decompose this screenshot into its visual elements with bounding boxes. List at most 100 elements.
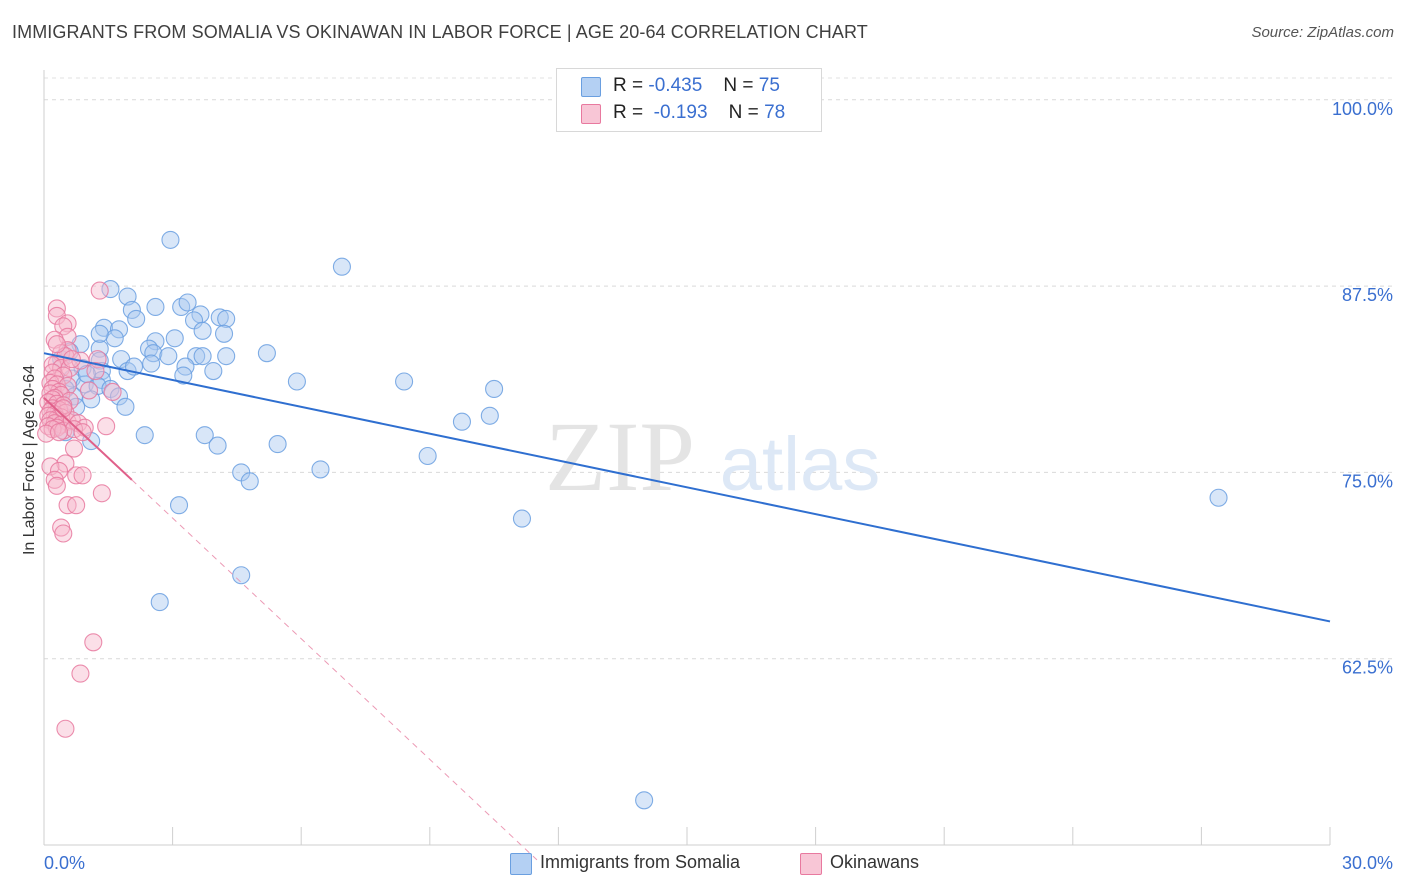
data-point xyxy=(204,362,223,381)
chart-source: Source: ZipAtlas.com xyxy=(1251,24,1394,41)
data-point xyxy=(142,354,161,373)
data-point xyxy=(47,476,66,495)
trend-line-0 xyxy=(43,352,1331,623)
data-point xyxy=(418,446,437,466)
data-point xyxy=(217,347,236,366)
y-tick-label: 62.5% xyxy=(1342,658,1393,678)
data-point xyxy=(47,306,66,325)
data-point xyxy=(67,466,86,485)
bottom-legend-label-somalia: Immigrants from Somalia xyxy=(540,852,741,872)
data-point xyxy=(92,484,111,503)
data-point xyxy=(178,293,197,312)
legend-n-value-somalia: 75 xyxy=(758,75,780,96)
data-point xyxy=(73,466,92,485)
data-point xyxy=(176,357,195,376)
data-point xyxy=(169,496,189,515)
data-point xyxy=(122,300,141,320)
legend-r-label: R = xyxy=(613,75,644,96)
legend-n-label: N = xyxy=(728,102,759,123)
data-point xyxy=(1209,488,1228,507)
data-point xyxy=(90,324,109,343)
data-point xyxy=(165,329,184,348)
data-point xyxy=(56,719,75,738)
data-point xyxy=(84,633,103,652)
data-point xyxy=(217,309,236,328)
data-point xyxy=(480,406,499,425)
x-tick-label: 30.0% xyxy=(1342,853,1393,873)
data-point xyxy=(287,372,306,391)
data-point xyxy=(452,412,472,431)
data-point xyxy=(47,335,66,354)
data-point xyxy=(311,460,330,479)
data-point xyxy=(97,417,116,436)
y-tick-label: 100.0% xyxy=(1332,99,1393,119)
legend-swatch-okinawans xyxy=(581,104,601,124)
legend-r-value-okinawans: -0.193 xyxy=(653,102,708,123)
stats-legend: R = -0.435 N = 75 R = -0.193 N = 78 xyxy=(556,68,822,132)
data-point xyxy=(127,309,146,328)
bottom-legend-label-okinawans: Okinawans xyxy=(830,852,920,872)
data-point xyxy=(332,257,351,276)
trend-lines xyxy=(43,352,1331,861)
legend-r-label: R = xyxy=(613,102,644,123)
trend-line-1 xyxy=(43,397,133,481)
legend-r-value-somalia: -0.435 xyxy=(648,75,703,96)
y-tick-label: 75.0% xyxy=(1342,471,1393,491)
data-point xyxy=(161,230,180,249)
data-point xyxy=(485,379,504,398)
data-point xyxy=(150,593,169,612)
data-point xyxy=(116,397,135,416)
data-point xyxy=(193,321,212,340)
data-point xyxy=(268,435,287,454)
data-point xyxy=(60,359,79,378)
bottom-legend-swatch-okinawans xyxy=(800,853,822,875)
data-point xyxy=(195,426,214,445)
data-point xyxy=(79,381,99,400)
data-point xyxy=(54,399,73,418)
watermark: ZIP atlas xyxy=(545,401,880,512)
data-point xyxy=(71,664,90,683)
data-point xyxy=(635,791,654,810)
legend-swatch-somalia xyxy=(581,77,601,97)
data-point xyxy=(232,566,251,585)
data-point xyxy=(193,347,212,366)
watermark-zip: ZIP xyxy=(545,401,695,512)
data-point xyxy=(146,332,165,351)
data-point xyxy=(146,297,165,317)
watermark-atlas: atlas xyxy=(720,422,881,507)
x-tick-label: 0.0% xyxy=(44,853,85,873)
data-point xyxy=(118,287,137,306)
series-somalia-points xyxy=(52,230,1228,810)
data-point xyxy=(208,436,227,455)
series-okinawans-points xyxy=(37,281,122,738)
data-point xyxy=(105,329,124,348)
data-point xyxy=(86,362,105,381)
data-point xyxy=(47,299,66,318)
y-tick-label: 87.5% xyxy=(1342,285,1393,305)
data-point xyxy=(240,472,259,491)
data-point xyxy=(90,281,109,300)
data-point xyxy=(512,509,532,528)
data-point xyxy=(54,524,73,543)
data-point xyxy=(109,320,129,339)
data-point xyxy=(214,324,234,343)
data-point xyxy=(49,461,69,480)
legend-n-label: N = xyxy=(723,75,754,96)
tick-labels: 100.0% 87.5% 75.0% 62.5% 0.0% 30.0% xyxy=(44,99,1393,873)
bottom-legend-swatch-somalia xyxy=(510,853,532,875)
data-point xyxy=(56,454,75,473)
data-point xyxy=(257,344,276,363)
data-point xyxy=(41,457,60,476)
data-point xyxy=(64,439,84,458)
data-point xyxy=(159,347,178,366)
data-point xyxy=(54,317,73,336)
data-point xyxy=(49,423,69,442)
legend-n-value-okinawans: 78 xyxy=(764,102,786,123)
data-point xyxy=(73,423,92,442)
data-point xyxy=(103,382,122,401)
data-point xyxy=(67,496,86,515)
data-point xyxy=(82,390,101,409)
data-point xyxy=(174,366,193,385)
data-point xyxy=(395,372,414,391)
